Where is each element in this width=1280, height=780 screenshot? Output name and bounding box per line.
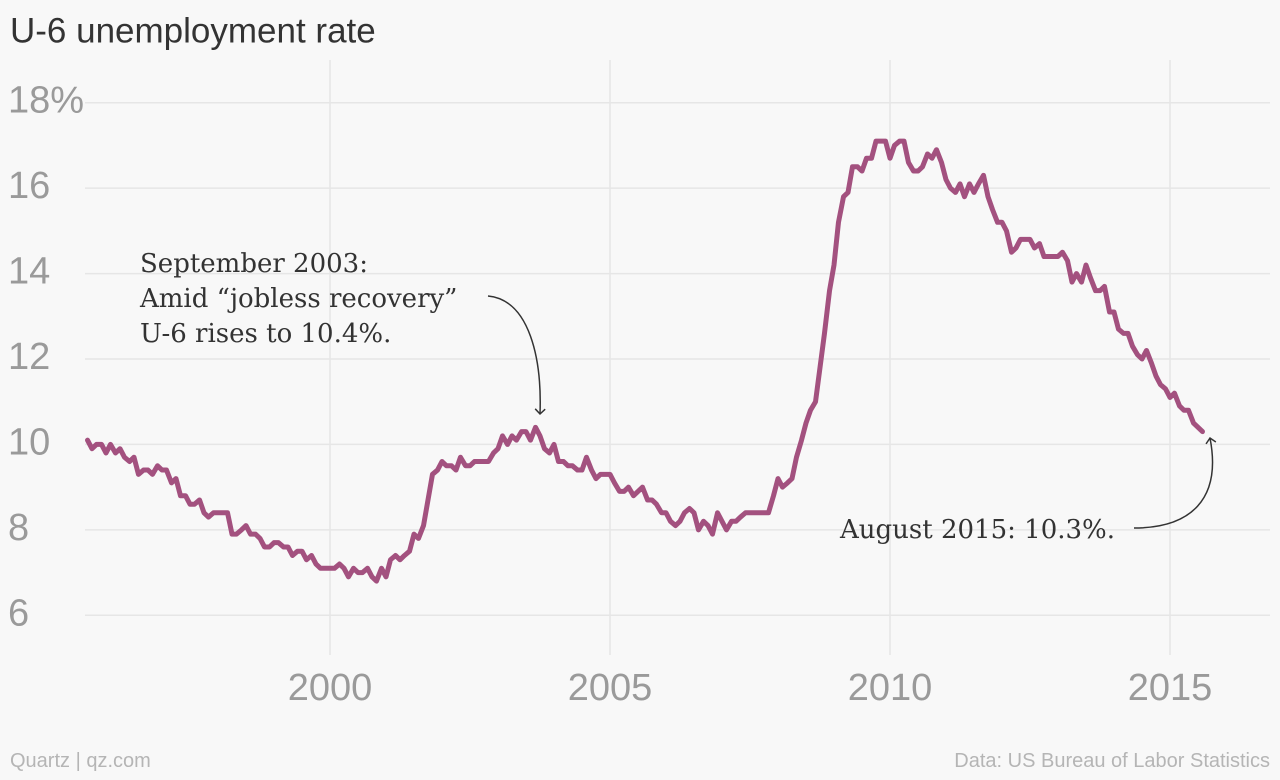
source: Data: US Bureau of Labor Statistics: [954, 750, 1270, 772]
y-tick-label: 6: [8, 592, 29, 634]
annotation-text: U-6 rises to 10.4%.: [140, 319, 391, 349]
x-tick-label: 2005: [568, 667, 653, 709]
x-tick-label: 2000: [288, 667, 373, 709]
annotation-text: August 2015: 10.3%.: [839, 515, 1115, 545]
plot: [85, 138, 1205, 584]
y-tick-label: 18%: [8, 80, 84, 122]
x-tick-label: 2015: [1128, 667, 1213, 709]
credit: Quartz | qz.com: [10, 750, 151, 772]
y-tick-label: 16: [8, 165, 50, 207]
data-line: [85, 138, 1205, 584]
annotation-text: Amid “jobless recovery”: [139, 284, 457, 314]
y-tick-label: 14: [8, 251, 50, 293]
y-tick-label: 8: [8, 507, 29, 549]
x-tick-label: 2010: [848, 667, 933, 709]
annotations: September 2003: Amid “jobless recovery” U-…: [139, 249, 1217, 545]
grid: 6 8 10 12 14 16 18% 2000 2005 2010 2015: [8, 60, 1270, 709]
annotation-text: September 2003:: [140, 249, 368, 279]
chart-title: U-6 unemployment rate: [10, 11, 376, 50]
annotation-arrow: [487, 295, 546, 416]
y-tick-label: 12: [8, 336, 50, 378]
annotation-arrow: [1133, 436, 1217, 529]
y-tick-label: 10: [8, 421, 50, 463]
